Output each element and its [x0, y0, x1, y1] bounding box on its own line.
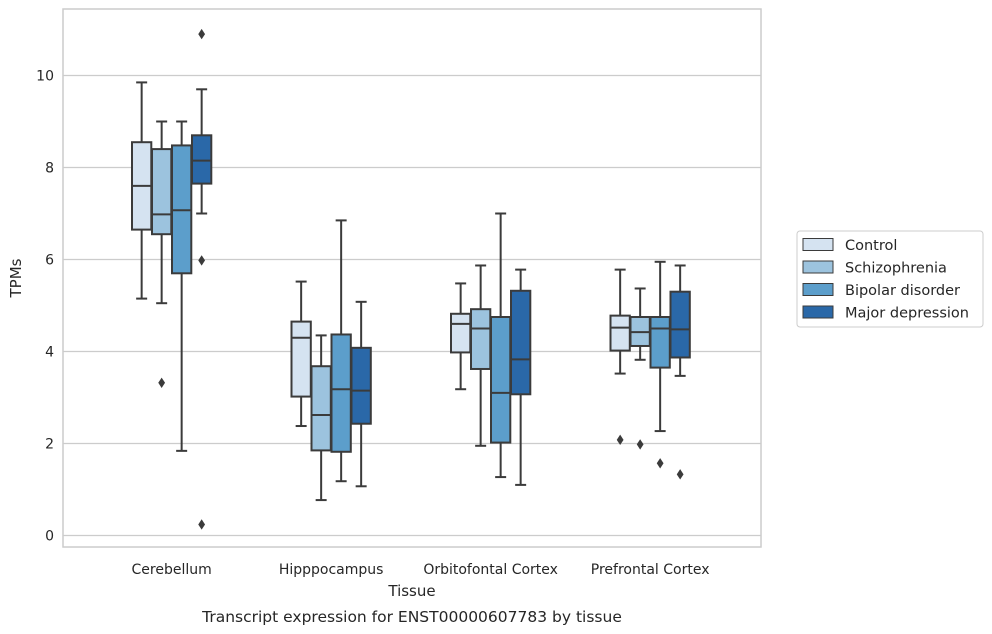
box-body — [470, 308, 492, 370]
y-tick-label: 8 — [45, 161, 54, 177]
box-1-2 — [330, 219, 352, 483]
y-tick-labels: 0 2 4 6 8 10 — [36, 69, 54, 545]
box-body — [490, 316, 512, 444]
box-body — [330, 333, 352, 453]
box-3-1 — [629, 287, 651, 450]
box-body — [450, 312, 472, 354]
box-body — [350, 346, 372, 425]
box-3-0 — [609, 268, 631, 446]
box-2-2 — [490, 212, 512, 479]
legend-items: Control Schizophrenia Bipolar disorder Majo… — [802, 238, 969, 322]
box-1-3 — [350, 300, 372, 488]
plot-frame — [62, 8, 762, 548]
box-1-0 — [290, 280, 312, 428]
x-tick-label: Cerebellum — [132, 562, 212, 578]
y-gridlines — [63, 74, 761, 537]
chart-caption: Transcript expression for ENST0000060778… — [201, 608, 622, 626]
box-body — [669, 290, 691, 359]
box-body — [510, 289, 532, 396]
x-tick-labels: Cerebellum Hipppocampus Orbitofontal Corte… — [132, 562, 710, 578]
box-body — [310, 365, 332, 452]
box-0-3 — [191, 28, 213, 530]
box-body — [151, 148, 173, 236]
box-3-2 — [649, 260, 671, 469]
outlier-point — [656, 458, 664, 469]
y-tick-label: 0 — [45, 529, 54, 545]
legend-swatch — [802, 305, 834, 319]
outlier-point — [198, 28, 206, 40]
box-0-1 — [151, 120, 173, 388]
x-tick-label: Hipppocampus — [279, 562, 384, 578]
x-tick-label: Prefrontal Cortex — [591, 562, 710, 578]
y-tick-label: 10 — [36, 69, 54, 85]
outlier-point — [198, 255, 206, 266]
legend-swatch — [802, 283, 834, 296]
box-body — [649, 316, 671, 369]
y-tick-label: 2 — [45, 437, 54, 453]
legend-swatch — [802, 238, 834, 251]
box-body — [191, 134, 213, 185]
legend-frame — [796, 230, 984, 328]
box-2-3 — [510, 268, 532, 486]
outlier-point — [198, 519, 206, 530]
box-0-2 — [171, 120, 193, 452]
outlier-point — [158, 377, 166, 388]
outlier-point — [616, 434, 624, 446]
legend-label: Schizophrenia — [845, 261, 947, 277]
box-3-3 — [669, 264, 691, 480]
y-axis-label: TPMs — [7, 258, 25, 298]
y-tick-label: 4 — [45, 345, 54, 361]
legend: Control Schizophrenia Bipolar disorder Majo… — [796, 230, 984, 328]
box-0-0 — [131, 81, 153, 300]
box-2-0 — [450, 282, 472, 391]
legend-label: Control — [845, 238, 897, 254]
box-body — [290, 320, 312, 398]
x-tick-label: Orbitofontal Cortex — [423, 562, 558, 578]
y-tick-label: 6 — [45, 253, 54, 269]
plot-area — [131, 28, 691, 530]
box-body — [609, 314, 631, 352]
legend-swatch — [802, 260, 834, 274]
box-1-1 — [310, 334, 332, 502]
legend-label: Bipolar disorder — [845, 283, 960, 299]
legend-label: Major depression — [845, 306, 969, 322]
outlier-point — [676, 469, 684, 480]
box-2-1 — [470, 264, 492, 447]
x-axis-label: Tissue — [387, 582, 435, 600]
outlier-point — [636, 439, 644, 450]
